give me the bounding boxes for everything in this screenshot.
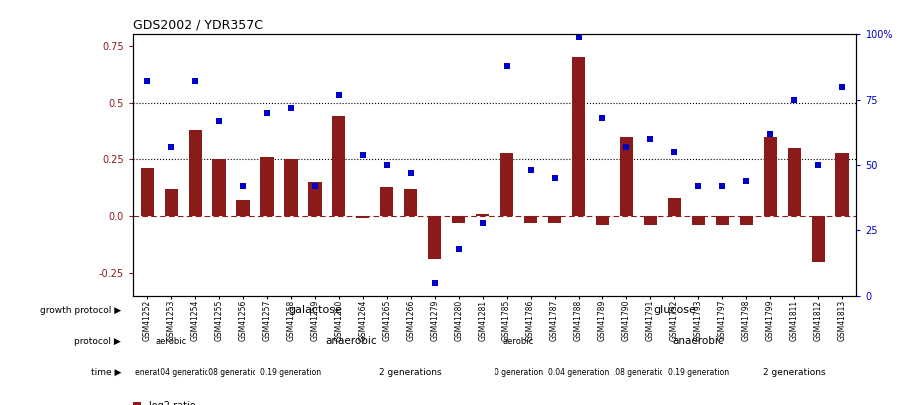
Bar [260, 157, 274, 216]
Text: 0 generation: 0 generation [123, 368, 172, 377]
Bar [404, 189, 418, 216]
Bar [692, 216, 705, 225]
Text: time ▶: time ▶ [91, 368, 121, 377]
Bar [596, 216, 609, 225]
Text: log2 ratio: log2 ratio [148, 401, 195, 405]
Text: GDS2002 / YDR357C: GDS2002 / YDR357C [133, 19, 263, 32]
Text: 2 generations: 2 generations [379, 368, 442, 377]
Bar [428, 216, 442, 259]
Bar [284, 159, 298, 216]
Bar [141, 168, 154, 216]
Text: anaerobic: anaerobic [325, 337, 376, 346]
Bar [333, 116, 345, 216]
Bar [764, 136, 777, 216]
Text: protocol ▶: protocol ▶ [74, 337, 121, 346]
Bar [165, 189, 178, 216]
Bar [548, 216, 562, 223]
Text: 0.04 generation: 0.04 generation [153, 368, 213, 377]
Text: growth protocol ▶: growth protocol ▶ [40, 306, 121, 315]
Text: 0.19 generation: 0.19 generation [260, 368, 322, 377]
Text: 0.08 generation: 0.08 generation [608, 368, 669, 377]
Text: 0.08 generation: 0.08 generation [201, 368, 262, 377]
Text: 0.19 generation: 0.19 generation [668, 368, 729, 377]
Bar [620, 136, 633, 216]
Bar [835, 153, 848, 216]
Text: aerobic: aerobic [156, 337, 187, 346]
Bar [788, 148, 801, 216]
Bar [189, 130, 202, 216]
Bar [644, 216, 657, 225]
Bar [524, 216, 537, 223]
Bar [572, 57, 585, 216]
Bar [309, 182, 322, 216]
Bar [715, 216, 729, 225]
Text: 2 generations: 2 generations [763, 368, 825, 377]
Text: galactose: galactose [288, 305, 342, 315]
Bar [500, 153, 513, 216]
Bar [668, 198, 681, 216]
Bar [812, 216, 824, 262]
Bar [476, 214, 489, 216]
Bar [739, 216, 753, 225]
Bar [380, 187, 393, 216]
Bar [356, 216, 369, 218]
Text: anaerobic: anaerobic [672, 337, 725, 346]
Bar [453, 216, 465, 223]
Text: 0.04 generation: 0.04 generation [548, 368, 609, 377]
Bar [213, 159, 225, 216]
Text: aerobic: aerobic [503, 337, 534, 346]
Text: glucose: glucose [653, 305, 696, 315]
Bar [236, 200, 250, 216]
Text: 0 generation: 0 generation [494, 368, 543, 377]
